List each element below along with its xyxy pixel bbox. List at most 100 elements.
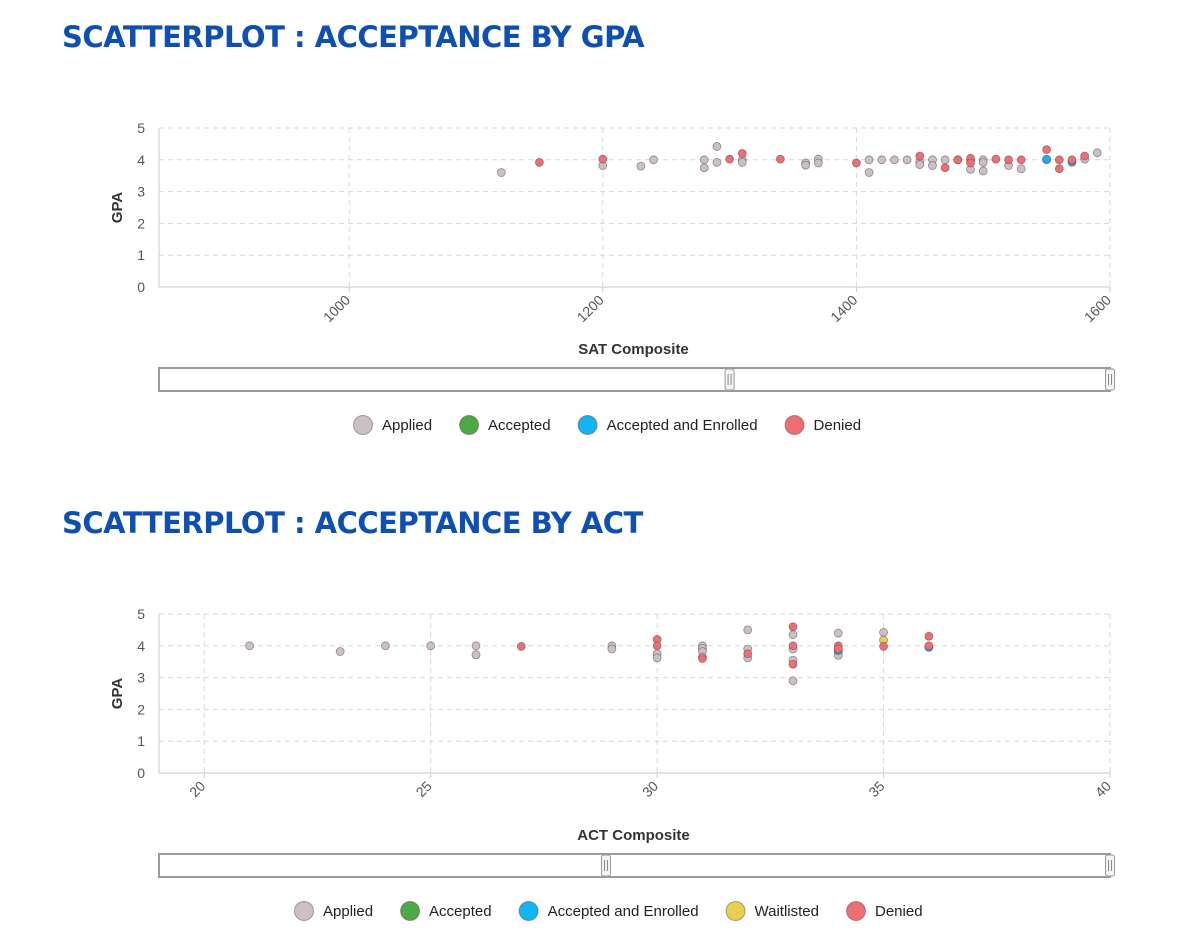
act-x-tick-label: 35 [865,778,887,800]
gpa-point-applied[interactable] [712,157,722,167]
act-zoom-handle-end[interactable] [1105,854,1115,877]
gpa-point-applied[interactable] [877,155,887,165]
gpa-point-applied[interactable] [902,155,912,165]
gpa-point-denied[interactable] [1016,155,1026,165]
gpa-point-denied[interactable] [1004,155,1013,165]
gpa-point-denied[interactable] [915,151,925,161]
legend-label: Denied [814,417,862,434]
gpa-point-applied[interactable] [801,160,811,170]
act-point-denied[interactable] [698,654,707,663]
legend-label: Accepted and Enrolled [548,903,699,920]
act-y-axis-title: GPA [109,678,126,710]
gpa-zoom-handle-start[interactable] [724,368,735,391]
act-point-denied[interactable] [833,644,843,654]
gpa-point-accepted-and-enrolled[interactable] [1042,154,1051,164]
act-point-applied[interactable] [833,628,843,638]
act-zoom-slider[interactable] [158,853,1111,878]
act-point-applied[interactable] [471,641,481,651]
gpa-zoom-slider[interactable] [158,367,1111,392]
legend-item-accepted-and-enrolled[interactable]: Accepted and Enrolled [518,901,699,921]
gpa-point-denied[interactable] [1080,151,1090,161]
gpa-point-denied[interactable] [725,154,734,164]
act-point-applied[interactable] [381,641,390,651]
act-point-applied[interactable] [879,628,888,637]
gpa-point-denied[interactable] [991,154,1001,164]
act-scatter-chart: 0 1 2 3 4 5 20 25 30 35 40 ACT Composite GPA Applied A… [109,606,1115,921]
act-point-applied[interactable] [426,641,436,651]
legend-item-denied[interactable]: Denied [846,901,923,921]
act-point-applied[interactable] [743,625,753,635]
legend-marker-denied [784,415,805,435]
act-point-applied[interactable] [335,647,345,656]
legend-item-applied[interactable]: Applied [353,415,433,435]
act-x-tick-label: 25 [413,778,435,800]
act-point-denied[interactable] [924,641,934,651]
gpa-point-applied[interactable] [864,155,874,165]
gpa-zoom-handle-end[interactable] [1105,368,1115,391]
gpa-point-denied[interactable] [775,154,785,164]
gpa-point-applied[interactable] [1092,148,1102,158]
gpa-point-applied[interactable] [699,163,709,173]
gpa-point-denied[interactable] [1054,155,1064,165]
gpa-point-denied[interactable] [1054,164,1064,174]
gpa-point-applied[interactable] [915,160,925,169]
act-point-denied[interactable] [652,641,662,651]
act-point-denied[interactable] [788,622,798,632]
gpa-x-tick-label: 1400 [827,292,860,325]
gpa-point-applied[interactable] [864,168,874,177]
act-point-applied[interactable] [245,641,254,651]
act-point-applied[interactable] [788,630,798,640]
gpa-point-denied[interactable] [535,157,544,167]
legend-item-accepted-and-enrolled[interactable]: Accepted and Enrolled [577,415,758,435]
gpa-point-applied[interactable] [890,155,899,165]
legend-marker-applied [294,901,314,921]
gpa-point-applied[interactable] [928,161,937,170]
gpa-point-applied[interactable] [940,155,950,165]
gpa-point-denied[interactable] [966,158,975,168]
act-point-applied[interactable] [471,650,481,660]
gpa-point-applied[interactable] [649,155,658,165]
gpa-point-denied[interactable] [1067,155,1077,165]
legend-marker-accepted [459,415,480,435]
gpa-y-axis-title: GPA [109,192,126,224]
act-y-tick-label: 1 [137,733,145,749]
act-point-denied[interactable] [788,641,798,651]
legend-item-accepted[interactable]: Accepted [400,901,492,921]
gpa-point-applied[interactable] [699,155,709,165]
gpa-point-denied[interactable] [953,155,963,165]
legend-label: Accepted [488,417,551,434]
act-point-applied[interactable] [788,676,798,686]
legend-item-waitlisted[interactable]: Waitlisted [725,901,819,921]
gpa-point-denied[interactable] [737,149,747,158]
gpa-point-applied[interactable] [978,157,988,167]
act-point-denied[interactable] [516,642,526,651]
legend-label: Denied [875,903,923,920]
gpa-y-tick-label: 1 [137,247,145,263]
gpa-point-applied[interactable] [813,158,823,168]
act-point-denied[interactable] [924,631,934,641]
gpa-point-denied[interactable] [1042,145,1051,155]
gpa-point-denied[interactable] [852,158,861,168]
act-point-denied[interactable] [788,659,798,669]
act-point-applied[interactable] [607,644,617,654]
act-point-applied[interactable] [652,653,662,663]
gpa-point-denied[interactable] [940,163,950,173]
gpa-point-applied[interactable] [496,168,506,177]
legend-marker-applied [353,415,373,435]
legend-item-denied[interactable]: Denied [784,415,862,435]
legend-item-applied[interactable]: Applied [294,901,374,921]
act-zoom-handle-start[interactable] [600,854,611,877]
gpa-y-tick-label: 4 [137,152,145,168]
act-point-denied[interactable] [879,642,888,651]
act-chart-title: SCATTERPLOT : ACCEPTANCE BY ACT [62,506,643,540]
gpa-point-applied[interactable] [636,161,646,171]
legend-label: Waitlisted [755,903,819,920]
act-point-denied[interactable] [743,649,753,659]
gpa-point-applied[interactable] [712,142,722,151]
legend-item-accepted[interactable]: Accepted [459,415,551,435]
gpa-point-denied[interactable] [598,154,608,164]
gpa-point-applied[interactable] [737,157,747,167]
legend-label: Accepted and Enrolled [607,417,758,434]
gpa-point-applied[interactable] [978,166,988,176]
gpa-point-applied[interactable] [1016,164,1026,174]
